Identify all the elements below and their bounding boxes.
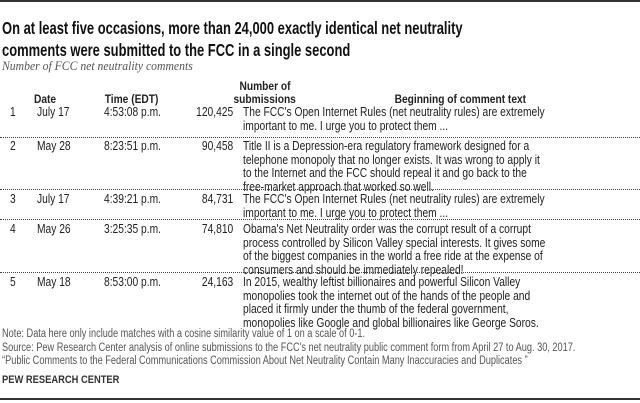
title-text: On at least five occasions, more than 24… — [2, 18, 463, 38]
report-title-text: “Public Comments to the Federal Communic… — [2, 355, 528, 367]
comment-line-text: of the biggest companies in the world a … — [243, 249, 543, 263]
comment-line-text: The FCC's Open Internet Rules (net neutr… — [243, 192, 545, 206]
comment-line-text: placed it firmly under the thumb of the … — [243, 302, 509, 316]
rank-cell: 1 — [10, 105, 17, 120]
time-cell: 8:53:00 p.m. — [104, 275, 174, 290]
note: Note: Data here only include matches wit… — [2, 328, 456, 341]
brand-logo: PEW RESEARCH CENTER — [2, 374, 140, 386]
row-divider — [0, 189, 640, 190]
rank-cell: 2 — [10, 139, 17, 154]
date-cell: May 18 — [37, 275, 78, 290]
date-cell-text: May 26 — [37, 222, 71, 236]
source: Source: Pew Research Center analysis of … — [2, 342, 640, 355]
header-text: submissions — [233, 92, 297, 106]
time-cell-text: 4:53:08 p.m. — [104, 105, 161, 119]
time-cell: 3:25:35 p.m. — [104, 222, 174, 237]
date-cell: May 28 — [37, 139, 78, 154]
comment-line: placed it firmly under the thumb of the … — [243, 302, 567, 317]
comment-line-text: important to me. I urge you to protect t… — [243, 118, 449, 133]
date-cell: May 26 — [37, 222, 78, 237]
submissions-cell: 90,458 — [180, 139, 233, 154]
header-text: Date — [33, 92, 57, 106]
comment-line-text: monopolies like Google and global billio… — [243, 315, 539, 330]
submissions-cell: 74,810 — [180, 222, 233, 237]
comment-line: of the biggest companies in the world a … — [243, 249, 609, 264]
comment-line-text: telephone monopoly that no longer exists… — [243, 152, 540, 167]
comment-line: Title II is a Depression-era regulatory … — [243, 139, 592, 154]
header-text: Time (EDT) — [105, 92, 159, 106]
comment-line: telephone monopoly that no longer exists… — [243, 152, 605, 168]
comment-line-text: The FCC's Open Internet Rules (net neutr… — [243, 105, 545, 119]
subtitle: Number of FCC net neutrality comments — [2, 58, 214, 74]
comment-line: monopolies took the internet out of the … — [243, 288, 593, 304]
rank-cell: 5 — [10, 275, 17, 290]
comment-line: process controlled by Silicon Valley spe… — [243, 235, 612, 251]
time-cell-text: 4:39:21 p.m. — [104, 192, 161, 206]
header-comment-text: Beginning of comment text — [360, 93, 560, 106]
submissions-cell-text: 24,163 — [201, 275, 233, 289]
rank-cell-text: 5 — [10, 275, 16, 289]
header-date: Date — [20, 93, 70, 106]
rank-cell-text: 3 — [10, 192, 16, 206]
title-line-1: On at least five occasions, more than 24… — [2, 17, 624, 39]
comment-line-text: monopolies took the internet out of the … — [243, 288, 531, 303]
date-cell: July 17 — [37, 192, 77, 207]
row-divider — [0, 219, 640, 220]
comment-line: to the Internet and the FCC should repea… — [243, 166, 589, 181]
time-cell: 4:53:08 p.m. — [104, 105, 174, 120]
time-cell-text: 8:53:00 p.m. — [104, 275, 161, 289]
comment-line: important to me. I urge you to protect t… — [243, 118, 493, 134]
comment-line-text: Obama's Net Neutrality order was the cor… — [243, 222, 531, 236]
top-rule — [0, 0, 640, 2]
brand-text: PEW RESEARCH CENTER — [2, 374, 120, 386]
comment-line: The FCC's Open Internet Rules (net neutr… — [243, 105, 611, 120]
time-cell-text: 3:25:35 p.m. — [104, 222, 161, 236]
comment-line-text: important to me. I urge you to protect t… — [243, 205, 449, 220]
rank-cell-text: 4 — [10, 222, 16, 236]
time-cell: 4:39:21 p.m. — [104, 192, 174, 207]
comment-line: The FCC's Open Internet Rules (net neutr… — [243, 192, 611, 207]
bottom-rule — [0, 398, 640, 400]
comment-line: important to me. I urge you to protect t… — [243, 205, 493, 221]
header-text: Beginning of comment text — [394, 92, 526, 106]
source-text: Source: Pew Research Center analysis of … — [2, 342, 576, 354]
comment-line-text: process controlled by Silicon Valley spe… — [243, 235, 546, 250]
header-text: Number of — [239, 79, 291, 93]
rank-cell: 4 — [10, 222, 17, 237]
time-cell-text: 8:23:51 p.m. — [104, 139, 161, 153]
header-submissions: Number of submissions — [225, 80, 305, 106]
title-text: comments were submitted to the FCC in a … — [2, 40, 351, 60]
date-cell-text: July 17 — [37, 192, 70, 206]
submissions-cell-text: 74,810 — [201, 222, 233, 236]
date-cell-text: July 17 — [37, 105, 70, 119]
comment-line: Obama's Net Neutrality order was the cor… — [243, 222, 594, 237]
rank-cell-text: 2 — [10, 139, 16, 153]
submissions-cell: 84,731 — [180, 192, 233, 207]
date-cell-text: May 18 — [37, 275, 71, 289]
comment-line-text: Title II is a Depression-era regulatory … — [243, 139, 530, 153]
submissions-cell-text: 90,458 — [201, 139, 233, 153]
row-divider — [0, 137, 640, 138]
submissions-cell: 120,425 — [180, 105, 233, 120]
date-cell: July 17 — [37, 105, 77, 120]
comment-line-text: to the Internet and the FCC should repea… — [243, 166, 527, 180]
submissions-cell-text: 84,731 — [201, 192, 233, 206]
note-text: Note: Data here only include matches wit… — [2, 328, 366, 340]
report-title: “Public Comments to the Federal Communic… — [2, 355, 640, 368]
date-cell-text: May 28 — [37, 139, 71, 153]
time-cell: 8:23:51 p.m. — [104, 139, 174, 154]
submissions-cell-text: 120,425 — [195, 105, 233, 119]
submissions-cell: 24,163 — [180, 275, 233, 290]
rank-cell-text: 1 — [10, 105, 16, 119]
header-time: Time (EDT) — [92, 93, 172, 106]
row-divider — [0, 272, 640, 273]
comment-line: monopolies like Google and global billio… — [243, 315, 604, 331]
rank-cell: 3 — [10, 192, 17, 207]
subtitle-text: Number of FCC net neutrality comments — [2, 58, 193, 73]
title-line-2: comments were submitted to the FCC in a … — [2, 39, 473, 61]
comment-line: In 2015, wealthy leftist billionaires an… — [243, 275, 581, 290]
comment-line-text: In 2015, wealthy leftist billionaires an… — [243, 275, 521, 289]
